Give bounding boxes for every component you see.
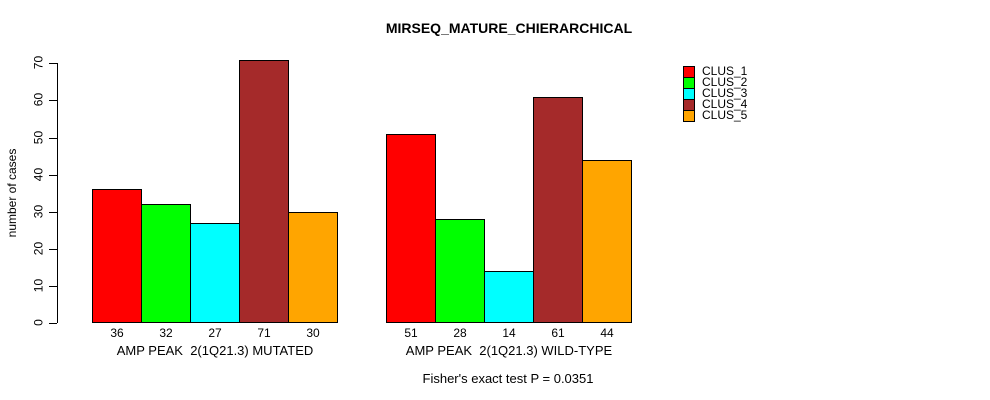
legend-label: CLUS_5 — [702, 108, 748, 122]
legend-label: CLUS_1 — [702, 64, 748, 78]
y-axis-tick-label: 10 — [31, 278, 46, 293]
fisher-test-annotation: Fisher's exact test P = 0.0351 — [422, 371, 594, 386]
y-axis-line — [57, 63, 58, 323]
y-axis-tick-label: 30 — [31, 204, 46, 219]
legend-swatch-clus_5 — [683, 110, 695, 122]
y-axis-tick — [49, 323, 57, 324]
bar-value-label: 30 — [306, 326, 320, 340]
bar-clus_5-group2 — [582, 160, 632, 323]
bar-value-label: 28 — [453, 326, 467, 340]
chart-title: MIRSEQ_MATURE_CHIERARCHICAL — [385, 20, 633, 36]
bar-value-label: 14 — [502, 326, 516, 340]
y-axis-tick — [49, 138, 57, 139]
y-axis-tick — [49, 100, 57, 101]
y-axis-label: number of cases — [5, 148, 19, 238]
y-axis-tick-label: 0 — [31, 319, 46, 326]
bar-clus_3-group1 — [190, 223, 240, 323]
bar-value-label: 71 — [257, 326, 271, 340]
legend-label: CLUS_4 — [702, 97, 748, 111]
y-axis-tick — [49, 286, 57, 287]
y-axis-tick-label: 50 — [31, 130, 46, 145]
legend-label: CLUS_3 — [702, 86, 748, 100]
bar-value-label: 32 — [159, 326, 173, 340]
legend-label: CLUS_2 — [702, 75, 748, 89]
y-axis-tick — [49, 249, 57, 250]
bar-clus_2-group1 — [141, 204, 191, 323]
y-axis-tick-label: 70 — [31, 55, 46, 70]
y-axis-tick — [49, 63, 57, 64]
bar-value-label: 36 — [110, 326, 124, 340]
y-axis-tick — [49, 212, 57, 213]
bar-clus_3-group2 — [484, 271, 534, 323]
bar-clus_4-group1 — [239, 60, 289, 323]
bar-clus_1-group2 — [386, 134, 436, 323]
y-axis-tick-label: 40 — [31, 167, 46, 182]
bar-clus_5-group1 — [288, 212, 338, 323]
bar-value-label: 61 — [551, 326, 565, 340]
bar-clus_1-group1 — [92, 189, 142, 323]
group-label-mutated: AMP PEAK 2(1Q21.3) MUTATED — [116, 343, 314, 358]
bar-value-label: 27 — [208, 326, 222, 340]
y-axis-tick-label: 20 — [31, 241, 46, 256]
y-axis-tick — [49, 175, 57, 176]
bar-clus_4-group2 — [533, 97, 583, 323]
y-axis-tick-label: 60 — [31, 92, 46, 107]
bar-value-label: 51 — [404, 326, 418, 340]
bar-clus_2-group2 — [435, 219, 485, 323]
group-label-wild-type: AMP PEAK 2(1Q21.3) WILD-TYPE — [405, 343, 613, 358]
bar-value-label: 44 — [600, 326, 614, 340]
